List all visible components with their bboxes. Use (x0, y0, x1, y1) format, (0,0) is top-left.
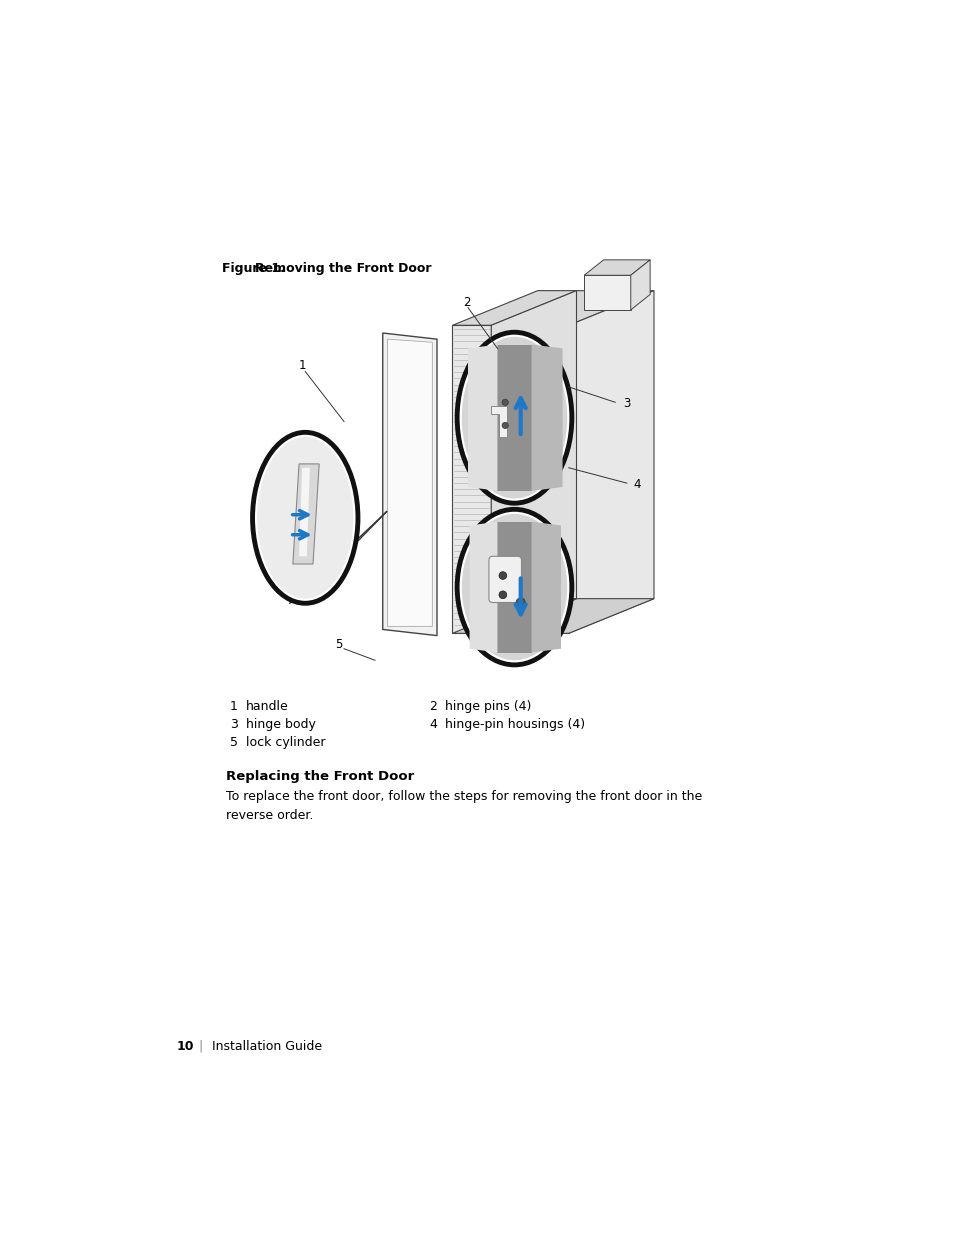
Polygon shape (469, 521, 497, 652)
Polygon shape (452, 290, 576, 325)
Polygon shape (452, 599, 576, 634)
Text: 5: 5 (335, 638, 342, 651)
Circle shape (463, 448, 480, 464)
Circle shape (498, 572, 506, 579)
Polygon shape (491, 599, 654, 634)
Text: 1: 1 (230, 699, 237, 713)
Text: 1: 1 (298, 359, 306, 372)
Text: 4: 4 (633, 478, 640, 492)
Circle shape (516, 598, 525, 608)
Text: Removing the Front Door: Removing the Front Door (254, 262, 431, 275)
Ellipse shape (253, 432, 357, 603)
Text: 3: 3 (230, 718, 237, 731)
Polygon shape (568, 290, 654, 634)
Text: |: | (198, 1040, 202, 1053)
Text: hinge pins (4): hinge pins (4) (444, 699, 531, 713)
Ellipse shape (456, 332, 571, 503)
Text: hinge-pin housings (4): hinge-pin housings (4) (444, 718, 584, 731)
Text: 2: 2 (462, 295, 470, 309)
Text: Replacing the Front Door: Replacing the Front Door (226, 771, 414, 783)
Text: lock cylinder: lock cylinder (245, 736, 325, 750)
Text: 10: 10 (176, 1040, 193, 1053)
Ellipse shape (456, 509, 571, 664)
Polygon shape (583, 259, 649, 275)
Polygon shape (497, 345, 531, 490)
Polygon shape (491, 406, 506, 437)
Text: 2: 2 (429, 699, 436, 713)
Polygon shape (452, 325, 491, 634)
Polygon shape (387, 340, 432, 626)
Polygon shape (531, 521, 560, 652)
Polygon shape (583, 275, 630, 310)
Ellipse shape (461, 337, 567, 499)
Circle shape (498, 592, 506, 599)
Circle shape (501, 422, 508, 429)
Text: hinge body: hinge body (245, 718, 315, 731)
FancyBboxPatch shape (488, 556, 521, 603)
Ellipse shape (461, 514, 567, 661)
Text: Installation Guide: Installation Guide (212, 1040, 322, 1053)
Text: 3: 3 (622, 398, 630, 410)
Text: 4: 4 (429, 718, 436, 731)
Polygon shape (630, 259, 649, 310)
Text: Figure 1.: Figure 1. (222, 262, 285, 275)
Polygon shape (298, 468, 310, 556)
Polygon shape (497, 521, 531, 652)
Polygon shape (491, 325, 568, 634)
Text: 5: 5 (230, 736, 238, 750)
Circle shape (501, 399, 508, 405)
Polygon shape (531, 345, 562, 490)
Polygon shape (293, 464, 319, 564)
Polygon shape (468, 345, 497, 490)
Polygon shape (382, 333, 436, 636)
Text: To replace the front door, follow the steps for removing the front door in the
r: To replace the front door, follow the st… (226, 790, 701, 823)
Ellipse shape (257, 437, 353, 599)
Text: handle: handle (245, 699, 288, 713)
Polygon shape (491, 290, 576, 634)
Polygon shape (491, 290, 654, 325)
